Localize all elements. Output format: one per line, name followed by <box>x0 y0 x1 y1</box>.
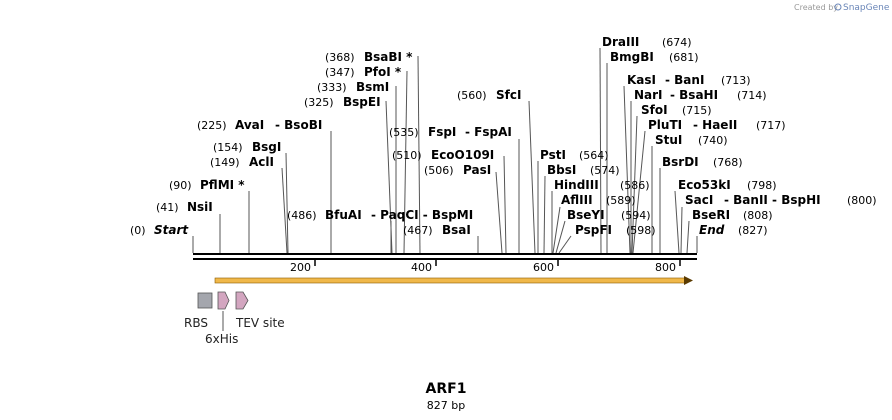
site-pos: (586) <box>620 179 650 192</box>
site-name[interactable]: PluTI <box>648 118 682 132</box>
site-pos: (467) <box>403 224 433 237</box>
site-name[interactable]: StuI <box>655 133 682 147</box>
site-alt-names[interactable]: - BsaHI <box>670 88 718 102</box>
site-pos: (768) <box>713 156 743 169</box>
site-pos: (0) <box>130 224 146 237</box>
6xhis-feature-arrow-icon[interactable] <box>217 291 230 310</box>
site-name[interactable]: SfcI <box>496 88 521 102</box>
site-pos: (90) <box>169 179 192 192</box>
orf-arrow[interactable] <box>214 276 693 285</box>
site-name[interactable]: Start <box>154 223 189 237</box>
site-alt-names[interactable]: - BanI <box>665 73 704 87</box>
site-pos: (574) <box>590 164 620 177</box>
site-name[interactable]: End <box>699 223 725 237</box>
site-name[interactable]: NsiI <box>187 200 213 214</box>
site-name[interactable]: PstI <box>540 148 566 162</box>
site-name[interactable]: Eco53kI <box>678 178 731 192</box>
rbs-feature[interactable] <box>197 292 213 309</box>
site-pos: (510) <box>392 149 422 162</box>
site-alt-names[interactable]: - PaqCI - BspMI <box>371 208 473 222</box>
site-name[interactable]: BmgBI <box>610 50 654 64</box>
site-pos: (798) <box>747 179 777 192</box>
construct-title: ARF1 827 bp <box>426 381 467 412</box>
site-name[interactable]: HindIII <box>554 178 599 192</box>
credit-prefix: Created by <box>794 3 838 12</box>
site-pos: (154) <box>213 141 243 154</box>
site-name[interactable]: BbsI <box>547 163 576 177</box>
site-name[interactable]: AflIII <box>561 193 593 207</box>
site-name[interactable]: EcoO109I <box>431 148 494 162</box>
site-pos: (564) <box>579 149 609 162</box>
tick-label: 800 <box>655 261 676 274</box>
site-pos: (713) <box>721 74 751 87</box>
site-name[interactable]: FspI <box>428 125 456 139</box>
snapgene-logo-icon <box>834 3 842 11</box>
site-pos: (598) <box>626 224 656 237</box>
site-name[interactable]: BfuAI <box>325 208 362 222</box>
site-name[interactable]: BsgI <box>252 140 281 154</box>
site-alt-names[interactable]: - BanII - BspHI <box>724 193 821 207</box>
site-pos: (594) <box>621 209 651 222</box>
scale-axis: 200 400 600 800 <box>290 260 681 274</box>
site-name[interactable]: SfoI <box>641 103 668 117</box>
site-pos: (827) <box>738 224 768 237</box>
site-pos: (800) <box>847 194 877 207</box>
site-pos: (325) <box>304 96 334 109</box>
site-pos: (681) <box>669 51 699 64</box>
site-pos: (149) <box>210 156 240 169</box>
site-pos: (714) <box>737 89 767 102</box>
construct-length: 827 bp <box>427 399 465 412</box>
site-name[interactable]: SacI <box>685 193 713 207</box>
feature-label-tev-site: TEV site <box>235 316 285 330</box>
site-pos: (506) <box>424 164 454 177</box>
site-name[interactable]: BseRI <box>692 208 730 222</box>
tick-label: 400 <box>411 261 432 274</box>
site-name[interactable]: BsmI <box>356 80 389 94</box>
site-alt-names[interactable]: - BsoBI <box>275 118 322 132</box>
site-name[interactable]: PfoI * <box>364 65 402 79</box>
site-lines <box>192 47 698 254</box>
site-alt-names[interactable]: - HaeII <box>693 118 737 132</box>
site-name[interactable]: BsaBI * <box>364 50 413 64</box>
site-pos: (808) <box>743 209 773 222</box>
site-pos: (674) <box>662 36 692 49</box>
site-pos: (535) <box>389 126 419 139</box>
restriction-site-labels: (0) Start (41) NsiI (90) PflMI * (149) A… <box>130 35 877 237</box>
site-pos: (368) <box>325 51 355 64</box>
site-name[interactable]: PasI <box>463 163 491 177</box>
site-name[interactable]: PspFI <box>575 223 612 237</box>
site-name[interactable]: BspEI <box>343 95 381 109</box>
site-name[interactable]: AclI <box>249 155 274 169</box>
site-name[interactable]: PflMI * <box>200 178 245 192</box>
tev-site-feature-arrow-icon[interactable] <box>235 291 249 310</box>
credit-brand: SnapGene <box>843 3 890 13</box>
site-name[interactable]: BsaI <box>442 223 471 237</box>
feature-label-rbs: RBS <box>184 316 208 330</box>
site-name[interactable]: NarI <box>634 88 663 102</box>
dna-backbone <box>193 253 697 260</box>
site-name[interactable]: AvaI <box>235 118 264 132</box>
site-name[interactable]: BsrDI <box>662 155 699 169</box>
site-pos: (486) <box>287 209 317 222</box>
site-name[interactable]: BseYI <box>567 208 605 222</box>
site-pos: (560) <box>457 89 487 102</box>
site-pos: (715) <box>682 104 712 117</box>
site-pos: (333) <box>317 81 347 94</box>
site-pos: (589) <box>606 194 636 207</box>
tick-label: 600 <box>533 261 554 274</box>
site-alt-names[interactable]: - FspAI <box>465 125 512 139</box>
feature-label-6xhis: 6xHis <box>205 332 238 346</box>
tick-label: 200 <box>290 261 311 274</box>
construct-name: ARF1 <box>426 381 467 397</box>
site-pos: (41) <box>156 201 179 214</box>
site-pos: (225) <box>197 119 227 132</box>
site-pos: (740) <box>698 134 728 147</box>
site-name[interactable]: DraIII <box>602 35 639 49</box>
site-pos: (717) <box>756 119 786 132</box>
site-name[interactable]: KasI <box>627 73 656 87</box>
features: RBS 6xHis TEV site <box>184 291 285 346</box>
site-pos: (347) <box>325 66 355 79</box>
credit-logo: Created by SnapGene <box>794 3 890 13</box>
